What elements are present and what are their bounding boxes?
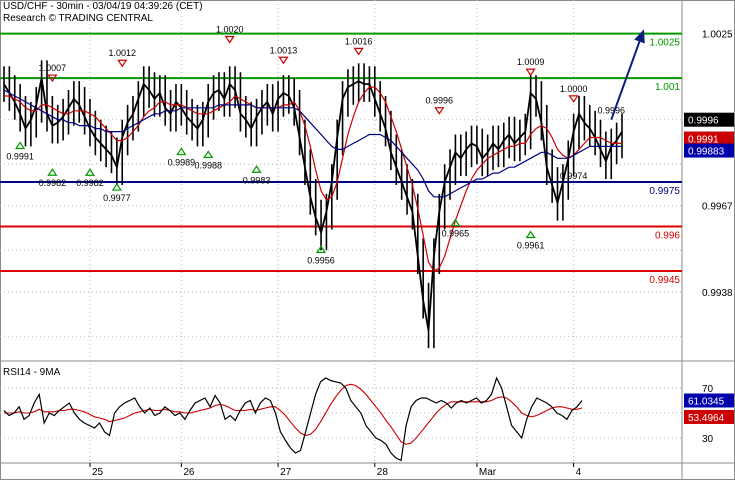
swing-low-label: 0.9988	[194, 160, 222, 170]
swing-high-marker	[525, 68, 536, 77]
swing-low-marker	[203, 150, 214, 159]
swing-low-marker	[315, 245, 327, 253]
ma-fast-line	[4, 86, 622, 272]
x-tick-label: 26	[183, 467, 195, 478]
swing-low-label: 0.9965	[442, 229, 470, 239]
price-tag-label: 0.9996	[688, 116, 719, 127]
swing-high-marker	[568, 95, 579, 103]
y-tick-label: 0.9938	[702, 288, 733, 299]
swing-high-marker	[353, 47, 364, 56]
swing-low-label: 0.9956	[307, 255, 335, 265]
swing-high-label: 1.0007	[39, 63, 67, 73]
price-tag-label: 0.99883	[688, 147, 725, 158]
ma-slow-line	[3, 89, 622, 198]
swing-high-label: 1.0012	[108, 48, 136, 58]
price-note-label: 0.9996	[597, 106, 625, 116]
rsi-panel-label: RSI14 - 9MA	[3, 367, 61, 378]
x-tick-label: 4	[576, 467, 582, 478]
level-label: 0.996	[655, 231, 680, 242]
swing-high-marker	[278, 56, 289, 65]
chart-source: Research © TRADING CENTRAL	[3, 13, 153, 24]
swing-high-marker	[224, 35, 235, 44]
level-label: 1.001	[655, 82, 680, 93]
projection-arrow	[610, 37, 642, 121]
swing-low-label: 0.9991	[6, 152, 34, 162]
x-tick-label: 27	[280, 467, 292, 478]
swing-low-marker	[450, 218, 461, 227]
swing-low-marker	[84, 168, 96, 176]
price-tag-label: 0.9991	[688, 135, 719, 146]
swing-low-label: 0.9977	[103, 193, 131, 203]
rsi-value-tag	[684, 393, 734, 408]
y-tick-label: 1.0025	[702, 30, 733, 41]
x-tick-label: Mar	[479, 467, 497, 478]
swing-low-label: 0.9982	[39, 178, 67, 188]
swing-high-marker	[117, 59, 128, 68]
swing-low-marker	[176, 147, 187, 156]
projection-arrow-head	[634, 29, 645, 44]
swing-high-label: 1.0009	[517, 57, 545, 67]
rsi-tick-label: 30	[702, 434, 714, 445]
rsi-tick-label: 70	[702, 384, 714, 395]
close-line	[3, 78, 623, 331]
rsi-value-label: 61.0345	[688, 397, 725, 408]
swing-low-label: 0.9961	[517, 241, 545, 251]
x-tick-label: 28	[377, 467, 389, 478]
swing-low-marker	[525, 230, 536, 239]
level-label: 0.9975	[649, 186, 680, 197]
rsi-ma-value-label: 53.4964	[688, 413, 725, 424]
swing-high-label: 1.0016	[345, 36, 373, 46]
swing-low-marker	[111, 182, 122, 191]
level-label: 1.0025	[649, 38, 680, 49]
price-tag	[684, 143, 734, 158]
swing-high-label: 1.0020	[216, 25, 244, 35]
swing-high-label: 1.0013	[270, 45, 298, 55]
swing-low-label: 0.9982	[76, 178, 104, 188]
x-tick-label: 25	[92, 467, 104, 478]
rsi-ma-line	[4, 383, 583, 445]
swing-high-marker	[47, 74, 58, 83]
swing-high-marker	[434, 107, 445, 115]
swing-low-label: 0.9989	[168, 157, 196, 167]
rsi-line	[3, 376, 583, 462]
price-tag	[684, 131, 734, 146]
price-note-label: 0.9974	[560, 171, 588, 181]
swing-low-label: 0.9983	[243, 175, 271, 185]
rsi-ma-value-tag	[684, 410, 734, 424]
chart-title: USD/CHF - 30min - 03/04/19 04:39:26 (CET…	[3, 1, 203, 12]
swing-high-label: 1.0000	[560, 84, 588, 94]
level-label: 0.9945	[649, 275, 680, 286]
swing-low-marker	[47, 168, 58, 176]
swing-high-label: 0.9996	[426, 96, 454, 106]
swing-low-marker	[15, 141, 26, 150]
price-tag	[684, 112, 734, 127]
swing-low-marker	[251, 165, 262, 173]
y-tick-label: 0.9967	[702, 202, 733, 213]
